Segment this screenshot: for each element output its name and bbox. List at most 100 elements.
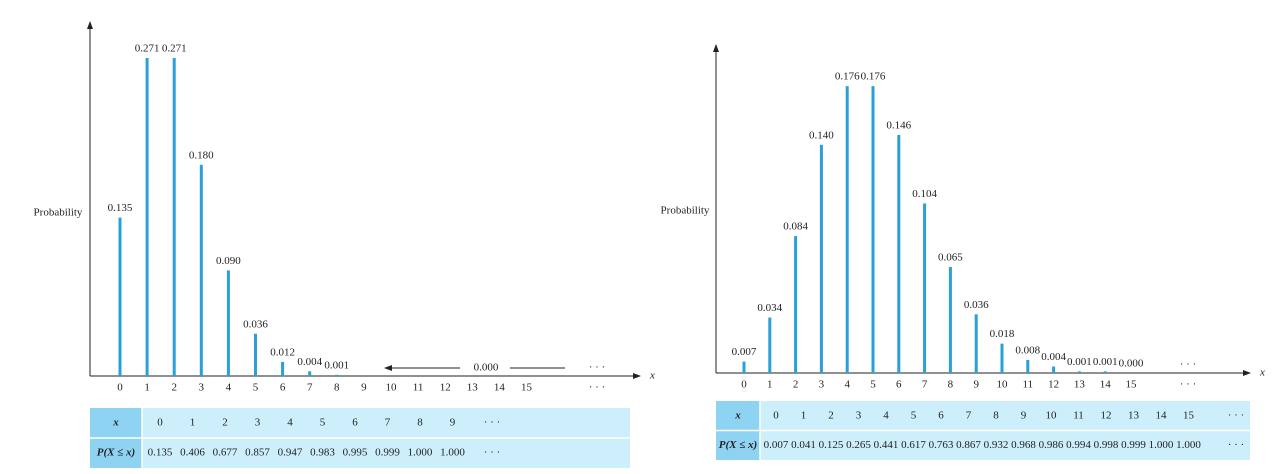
table-column: 11 xyxy=(1073,409,1084,421)
bar xyxy=(871,86,875,374)
x-tick-label: 6 xyxy=(896,379,902,391)
table-cell: 0.867 xyxy=(956,439,981,451)
value-label: 0.008 xyxy=(1015,344,1040,356)
bar xyxy=(845,86,849,374)
table-column: 5 xyxy=(911,409,917,421)
value-label: 0.180 xyxy=(189,149,214,161)
value-label: 0.065 xyxy=(938,252,963,264)
table-cell: · · · xyxy=(484,447,501,459)
table-cell: 0.441 xyxy=(874,439,899,451)
x-tick-label: 5 xyxy=(253,382,259,394)
x-tick-label: 0 xyxy=(117,382,123,394)
value-label: 0.007 xyxy=(732,346,757,358)
bar xyxy=(145,58,149,376)
table-cell: 0.999 xyxy=(1121,439,1146,451)
bar xyxy=(1052,366,1056,373)
x-tick-label: 12 xyxy=(440,382,451,394)
table-column: · · · xyxy=(484,417,501,429)
value-label: 0.004 xyxy=(297,356,322,368)
value-label: 0.104 xyxy=(912,188,937,200)
table-column: 0 xyxy=(157,417,163,429)
x-tick-label: 14 xyxy=(494,382,506,394)
table-cell: 0.406 xyxy=(180,447,205,459)
value-label: 0.000 xyxy=(1119,358,1144,370)
table-cell: 0.995 xyxy=(343,447,368,459)
value-label: 0.034 xyxy=(757,302,782,314)
bar xyxy=(199,164,203,376)
x-axis-label: x xyxy=(649,370,655,382)
value-label: 0.012 xyxy=(270,346,295,358)
value-label: 0.271 xyxy=(162,43,187,55)
table-cell: 0.986 xyxy=(1039,439,1064,451)
x-tick-label: 15 xyxy=(521,382,533,394)
x-tick-label: 11 xyxy=(1023,379,1034,391)
value-label: 0.084 xyxy=(783,221,808,233)
table-cell: 0.968 xyxy=(1011,439,1036,451)
table-column: 9 xyxy=(1021,409,1027,421)
table-column: · · · xyxy=(1228,409,1245,421)
bar xyxy=(1000,343,1004,373)
x-tick-label: 13 xyxy=(467,382,479,394)
table-column: 14 xyxy=(1156,409,1168,421)
table-column: 3 xyxy=(856,409,862,421)
x-tick-label: 2 xyxy=(793,379,799,391)
y-axis-label: Probability xyxy=(34,207,83,219)
table-column: 1 xyxy=(190,417,196,429)
bar xyxy=(308,371,312,376)
table-column: 10 xyxy=(1046,409,1058,421)
table-cell: 0.007 xyxy=(764,439,789,451)
value-label: 0.146 xyxy=(886,120,911,132)
x-tick-label: 9 xyxy=(361,382,367,394)
value-label: 0.001 xyxy=(1067,356,1092,368)
value-label: 0.140 xyxy=(809,129,834,141)
x-tick-label: 7 xyxy=(307,382,313,394)
table-column: 6 xyxy=(938,409,944,421)
x-tick-label: 4 xyxy=(844,379,850,391)
x-tick-label: 6 xyxy=(280,382,286,394)
table-cell: 0.932 xyxy=(984,439,1009,451)
x-tick-label: 10 xyxy=(997,379,1009,391)
table-column: 2 xyxy=(222,417,228,429)
value-label: 0.271 xyxy=(135,43,160,55)
table-column: 2 xyxy=(828,409,834,421)
value-label: 0.001 xyxy=(1093,356,1118,368)
table-row-label: P(X ≤ x) xyxy=(97,447,135,459)
bar xyxy=(1077,371,1081,373)
x-tick-label: 8 xyxy=(334,382,340,394)
table-cell: · · · xyxy=(1228,439,1245,451)
value-label: 0.036 xyxy=(964,299,989,311)
table-cell: 1.000 xyxy=(1176,439,1201,451)
x-tick-label: 9 xyxy=(973,379,979,391)
table-column: 9 xyxy=(450,417,456,429)
bar xyxy=(742,361,746,373)
table-column: 15 xyxy=(1183,409,1195,421)
value-label: 0.001 xyxy=(324,359,349,371)
x-tick-label: · · · xyxy=(1180,379,1197,391)
x-tick-label: 1 xyxy=(767,379,773,391)
annotation: 0.000 xyxy=(474,362,499,374)
bar xyxy=(172,58,176,376)
value-label: 0.176 xyxy=(861,71,886,83)
table-column: 5 xyxy=(320,417,326,429)
x-tick-label: 2 xyxy=(171,382,177,394)
x-tick-label: 13 xyxy=(1074,379,1086,391)
bar xyxy=(226,270,230,376)
table-cell: 0.857 xyxy=(245,447,270,459)
x-tick-label: 12 xyxy=(1048,379,1059,391)
bar xyxy=(794,236,798,373)
bar xyxy=(819,144,823,373)
x-tick-label: 4 xyxy=(226,382,232,394)
value-label: 0.176 xyxy=(835,71,860,83)
annotation: · · · xyxy=(1180,359,1197,371)
table-cell: 0.983 xyxy=(310,447,335,459)
x-tick-label: 5 xyxy=(870,379,876,391)
x-tick-label: 14 xyxy=(1100,379,1112,391)
table-cell: 0.041 xyxy=(791,439,816,451)
table-cell: 0.265 xyxy=(846,439,871,451)
x-axis-label: x xyxy=(1259,367,1265,379)
x-tick-label: 3 xyxy=(199,382,205,394)
y-axis-label: Probability xyxy=(661,205,710,217)
table-cell: 0.947 xyxy=(278,447,303,459)
bar xyxy=(923,203,927,373)
table-column: 12 xyxy=(1101,409,1112,421)
